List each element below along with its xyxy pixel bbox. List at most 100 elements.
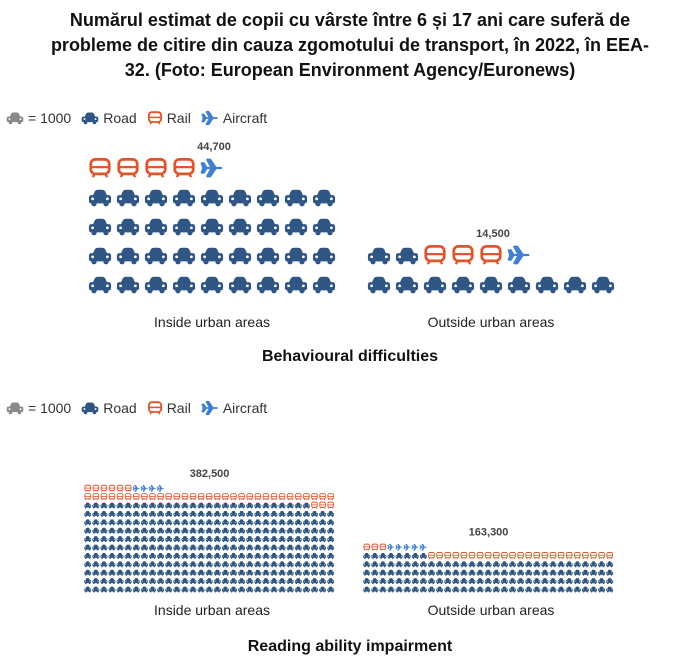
road-car-icon <box>221 578 229 585</box>
road-car-icon <box>181 552 189 559</box>
road-car-icon <box>116 578 124 585</box>
rail-train-icon <box>590 552 597 560</box>
road-car-icon <box>256 276 280 294</box>
road-car-icon <box>411 578 419 585</box>
road-car-icon <box>149 502 156 509</box>
road-car-icon <box>189 569 197 576</box>
road-car-icon <box>149 536 156 543</box>
road-car-icon <box>246 527 254 534</box>
airplane-icon <box>201 110 218 126</box>
road-car-icon <box>246 502 254 509</box>
road-car-icon <box>286 552 294 559</box>
road-car-icon <box>173 569 181 576</box>
road-car-icon <box>606 578 614 585</box>
rail-train-icon <box>379 543 387 551</box>
road-car-icon <box>132 561 140 568</box>
road-car-icon <box>387 561 395 568</box>
road-car-icon <box>230 586 237 593</box>
road-car-icon <box>411 552 419 559</box>
road-car-icon <box>444 569 452 576</box>
road-car-icon <box>173 527 181 534</box>
road-car-icon <box>165 569 173 576</box>
road-car-icon <box>573 561 581 568</box>
road-car-icon <box>395 276 419 294</box>
road-car-icon <box>140 510 148 517</box>
road-car-icon <box>327 510 335 517</box>
road-car-icon <box>157 519 165 526</box>
road-car-icon <box>444 586 452 593</box>
road-car-icon <box>140 569 148 576</box>
road-car-icon <box>92 586 100 593</box>
rail-train-icon <box>460 552 468 560</box>
train-icon <box>147 401 162 415</box>
road-car-icon <box>606 586 614 593</box>
road-car-icon <box>509 586 516 593</box>
aircraft-plane-icon <box>148 485 156 492</box>
legend-behavioural: = 1000 Road Rail Aircraft <box>6 108 277 128</box>
road-car-icon <box>460 561 468 568</box>
road-car-icon <box>189 536 197 543</box>
rail-train-icon <box>173 158 195 178</box>
road-car-icon <box>428 561 435 568</box>
road-car-icon <box>294 586 302 593</box>
road-car-icon <box>476 586 484 593</box>
road-car-icon <box>165 502 173 509</box>
road-car-icon <box>149 569 156 576</box>
road-car-icon <box>517 569 525 576</box>
road-car-icon <box>311 544 318 551</box>
road-car-icon <box>116 586 124 593</box>
road-car-icon <box>436 578 444 585</box>
road-car-icon <box>181 536 189 543</box>
road-car-icon <box>213 561 221 568</box>
road-car-icon <box>173 519 181 526</box>
road-car-icon <box>132 519 140 526</box>
road-car-icon <box>213 544 221 551</box>
road-car-icon <box>468 561 476 568</box>
road-car-icon <box>379 552 387 559</box>
road-car-icon <box>428 569 435 576</box>
rail-train-icon <box>541 552 549 560</box>
rail-train-icon <box>145 158 167 178</box>
road-car-icon <box>311 536 318 543</box>
aircraft-plane-icon <box>507 245 530 265</box>
road-car-icon <box>278 527 286 534</box>
road-car-icon <box>525 561 533 568</box>
rail-train-icon <box>452 245 474 265</box>
car-icon <box>6 402 24 415</box>
road-car-icon <box>165 561 173 568</box>
road-car-icon <box>533 586 541 593</box>
road-car-icon <box>157 527 165 534</box>
road-car-icon <box>197 561 205 568</box>
chart-title: Numărul estimat de copii cu vârste între… <box>50 10 650 80</box>
rail-train-icon <box>173 493 181 501</box>
road-car-icon <box>379 586 387 593</box>
rail-train-icon <box>100 493 108 501</box>
road-car-icon <box>419 586 427 593</box>
road-car-icon <box>363 578 371 585</box>
legend-rail: Rail <box>147 110 191 126</box>
road-car-icon <box>197 552 205 559</box>
road-car-icon <box>256 189 280 207</box>
road-car-icon <box>228 247 252 265</box>
legend-aircraft: Aircraft <box>201 400 267 416</box>
road-car-icon <box>238 536 246 543</box>
road-car-icon <box>395 561 403 568</box>
road-car-icon <box>387 578 395 585</box>
road-car-icon <box>363 552 371 559</box>
aircraft-plane-icon <box>132 485 140 492</box>
road-car-icon <box>270 586 278 593</box>
road-car-icon <box>173 552 181 559</box>
road-car-icon <box>92 536 100 543</box>
road-car-icon <box>124 502 132 509</box>
rail-train-icon <box>124 493 132 501</box>
road-car-icon <box>100 578 108 585</box>
road-car-icon <box>419 561 427 568</box>
road-car-icon <box>557 586 565 593</box>
road-car-icon <box>371 586 379 593</box>
aircraft-plane-icon <box>157 485 164 492</box>
road-car-icon <box>492 578 500 585</box>
road-car-icon <box>573 586 581 593</box>
aircraft-plane-icon <box>395 543 403 551</box>
rail-train-icon <box>606 552 613 560</box>
